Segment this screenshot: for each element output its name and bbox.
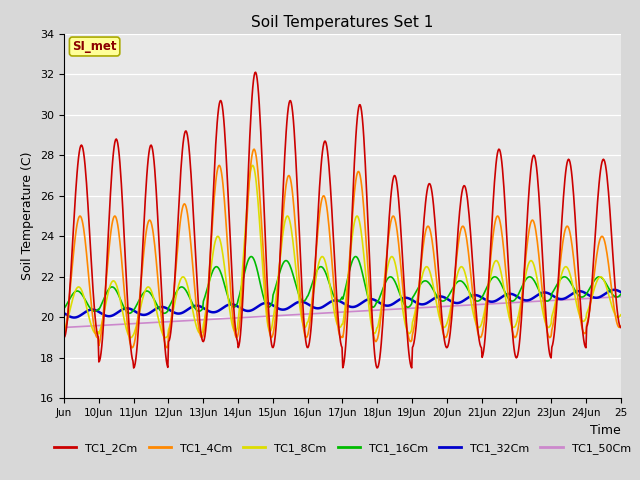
Line: TC1_2Cm: TC1_2Cm [64,72,621,368]
TC1_8Cm [257,237,264,242]
TC1_4Cm [129,345,136,350]
Line: TC1_32Cm: TC1_32Cm [64,290,621,318]
TC1_32Cm [611,287,618,293]
TC1_8Cm [401,321,409,327]
TC1_50Cm [125,321,133,327]
TC1_8Cm [617,312,625,318]
TC1_4Cm [401,311,409,317]
TC1_32Cm [60,310,68,316]
TC1_32Cm [617,289,625,295]
Line: TC1_16Cm: TC1_16Cm [64,256,621,313]
TC1_32Cm [401,295,408,300]
TC1_16Cm [60,306,68,312]
TC1_2Cm [401,301,409,307]
TC1_2Cm [60,335,68,340]
TC1_4Cm [617,323,625,329]
TC1_50Cm [60,324,68,330]
TC1_50Cm [228,315,236,321]
TC1_4Cm [60,333,68,338]
TC1_4Cm [278,229,285,235]
TC1_16Cm [125,311,133,316]
TC1_50Cm [400,306,408,312]
TC1_8Cm [433,300,440,306]
TC1_50Cm [276,312,284,318]
TC1_2Cm [617,324,625,330]
Line: TC1_8Cm: TC1_8Cm [64,165,621,337]
Legend: TC1_2Cm, TC1_4Cm, TC1_8Cm, TC1_16Cm, TC1_32Cm, TC1_50Cm: TC1_2Cm, TC1_4Cm, TC1_8Cm, TC1_16Cm, TC1… [50,439,635,458]
TC1_16Cm [278,264,285,269]
TC1_32Cm [432,295,440,300]
TC1_8Cm [125,334,133,339]
TC1_8Cm [249,162,257,168]
TC1_32Cm [256,302,264,308]
TC1_4Cm [250,146,258,152]
TC1_32Cm [228,301,236,307]
Line: TC1_4Cm: TC1_4Cm [64,149,621,348]
TC1_8Cm [228,323,236,328]
TC1_16Cm [433,292,440,298]
TC1_2Cm [130,365,138,371]
TC1_2Cm [228,283,236,288]
TC1_50Cm [617,294,625,300]
TC1_16Cm [228,304,236,310]
Title: Soil Temperatures Set 1: Soil Temperatures Set 1 [252,15,433,30]
TC1_16Cm [401,302,409,308]
TC1_8Cm [162,335,170,340]
TC1_4Cm [228,311,236,317]
TC1_16Cm [161,311,168,316]
TC1_8Cm [60,328,68,334]
TC1_8Cm [278,240,285,245]
TC1_4Cm [433,276,440,282]
TC1_32Cm [277,307,285,312]
TC1_50Cm [431,304,439,310]
TC1_2Cm [278,215,285,221]
X-axis label: Time: Time [590,424,621,437]
Y-axis label: Soil Temperature (C): Soil Temperature (C) [22,152,35,280]
TC1_2Cm [433,238,440,244]
Line: TC1_50Cm: TC1_50Cm [64,297,621,327]
Text: SI_met: SI_met [72,40,117,53]
TC1_2Cm [257,128,264,134]
TC1_4Cm [125,336,133,342]
TC1_2Cm [252,70,259,75]
TC1_32Cm [70,315,78,321]
TC1_50Cm [255,314,263,320]
TC1_32Cm [126,306,134,312]
TC1_4Cm [257,207,264,213]
TC1_16Cm [248,253,255,259]
TC1_16Cm [257,283,264,288]
TC1_16Cm [617,291,625,297]
TC1_2Cm [125,327,133,333]
